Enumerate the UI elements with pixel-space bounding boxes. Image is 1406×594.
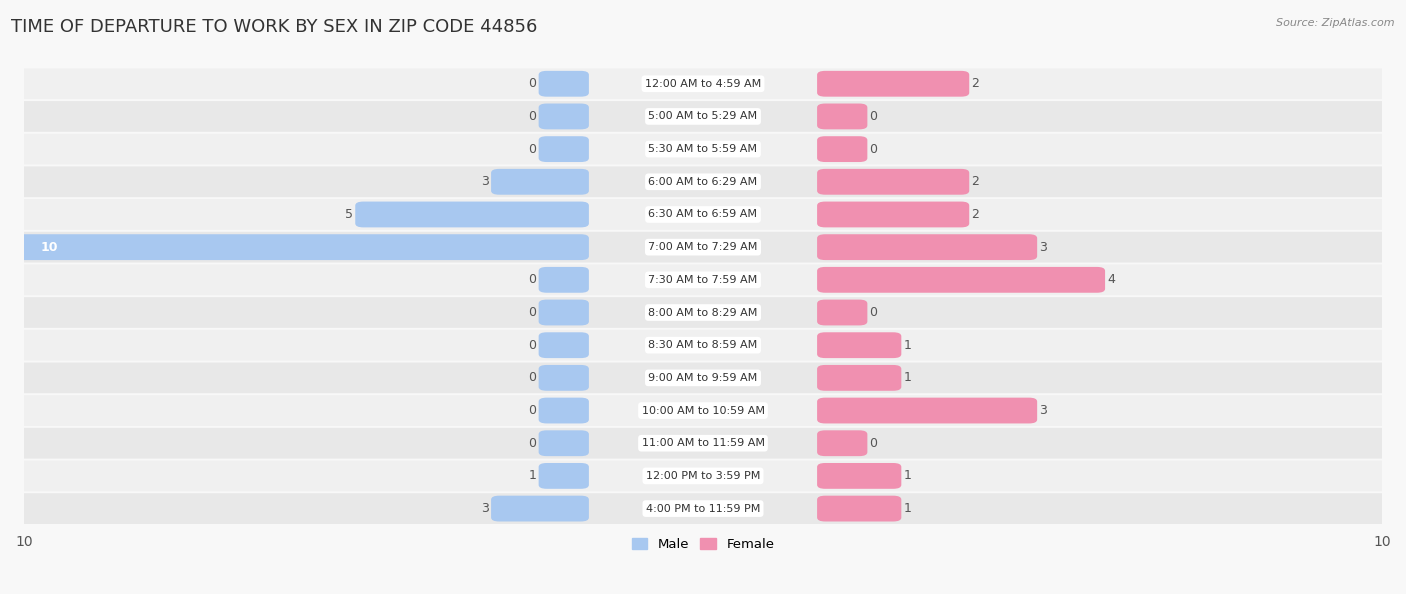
Text: 10:00 AM to 10:59 AM: 10:00 AM to 10:59 AM: [641, 406, 765, 416]
FancyBboxPatch shape: [817, 234, 1038, 260]
Text: 0: 0: [869, 110, 877, 123]
Text: 0: 0: [529, 437, 537, 450]
FancyBboxPatch shape: [538, 397, 589, 424]
Text: 7:30 AM to 7:59 AM: 7:30 AM to 7:59 AM: [648, 275, 758, 285]
Text: 9:00 AM to 9:59 AM: 9:00 AM to 9:59 AM: [648, 373, 758, 383]
FancyBboxPatch shape: [0, 166, 1406, 197]
FancyBboxPatch shape: [817, 201, 969, 228]
FancyBboxPatch shape: [491, 169, 589, 195]
Text: 4: 4: [1107, 273, 1115, 286]
Text: 4:00 PM to 11:59 PM: 4:00 PM to 11:59 PM: [645, 504, 761, 514]
Text: 0: 0: [869, 306, 877, 319]
Text: 8:00 AM to 8:29 AM: 8:00 AM to 8:29 AM: [648, 308, 758, 318]
Text: 1: 1: [904, 371, 911, 384]
FancyBboxPatch shape: [0, 428, 1406, 459]
FancyBboxPatch shape: [817, 71, 969, 97]
FancyBboxPatch shape: [817, 299, 868, 326]
FancyBboxPatch shape: [538, 103, 589, 129]
FancyBboxPatch shape: [817, 463, 901, 489]
Text: 7:00 AM to 7:29 AM: 7:00 AM to 7:29 AM: [648, 242, 758, 252]
Text: 3: 3: [481, 175, 489, 188]
FancyBboxPatch shape: [15, 234, 589, 260]
Text: 1: 1: [904, 502, 911, 515]
Text: 6:30 AM to 6:59 AM: 6:30 AM to 6:59 AM: [648, 210, 758, 219]
Text: 3: 3: [1039, 241, 1047, 254]
Text: 3: 3: [481, 502, 489, 515]
FancyBboxPatch shape: [817, 332, 901, 358]
FancyBboxPatch shape: [538, 136, 589, 162]
FancyBboxPatch shape: [0, 232, 1406, 263]
Text: 5: 5: [346, 208, 353, 221]
FancyBboxPatch shape: [817, 495, 901, 522]
Text: 2: 2: [972, 208, 979, 221]
FancyBboxPatch shape: [817, 136, 868, 162]
Text: 3: 3: [1039, 404, 1047, 417]
Text: 5:00 AM to 5:29 AM: 5:00 AM to 5:29 AM: [648, 112, 758, 121]
Text: TIME OF DEPARTURE TO WORK BY SEX IN ZIP CODE 44856: TIME OF DEPARTURE TO WORK BY SEX IN ZIP …: [11, 18, 537, 36]
FancyBboxPatch shape: [817, 103, 868, 129]
FancyBboxPatch shape: [0, 297, 1406, 328]
Text: 10: 10: [41, 241, 58, 254]
Text: 1: 1: [904, 339, 911, 352]
FancyBboxPatch shape: [491, 495, 589, 522]
FancyBboxPatch shape: [817, 267, 1105, 293]
FancyBboxPatch shape: [0, 493, 1406, 524]
FancyBboxPatch shape: [0, 264, 1406, 295]
Text: 11:00 AM to 11:59 AM: 11:00 AM to 11:59 AM: [641, 438, 765, 448]
Text: 1: 1: [904, 469, 911, 482]
FancyBboxPatch shape: [356, 201, 589, 228]
Text: 2: 2: [972, 175, 979, 188]
Text: 0: 0: [529, 371, 537, 384]
FancyBboxPatch shape: [538, 365, 589, 391]
Legend: Male, Female: Male, Female: [626, 532, 780, 556]
FancyBboxPatch shape: [817, 365, 901, 391]
Text: 6:00 AM to 6:29 AM: 6:00 AM to 6:29 AM: [648, 177, 758, 187]
FancyBboxPatch shape: [538, 463, 589, 489]
Text: 2: 2: [972, 77, 979, 90]
FancyBboxPatch shape: [538, 267, 589, 293]
Text: 0: 0: [529, 77, 537, 90]
Text: 0: 0: [529, 404, 537, 417]
Text: Source: ZipAtlas.com: Source: ZipAtlas.com: [1277, 18, 1395, 28]
Text: 0: 0: [529, 339, 537, 352]
FancyBboxPatch shape: [0, 460, 1406, 491]
FancyBboxPatch shape: [0, 199, 1406, 230]
Text: 5:30 AM to 5:59 AM: 5:30 AM to 5:59 AM: [648, 144, 758, 154]
Text: 1: 1: [529, 469, 537, 482]
FancyBboxPatch shape: [0, 101, 1406, 132]
FancyBboxPatch shape: [538, 332, 589, 358]
FancyBboxPatch shape: [538, 71, 589, 97]
FancyBboxPatch shape: [817, 430, 868, 456]
FancyBboxPatch shape: [0, 68, 1406, 99]
Text: 0: 0: [529, 306, 537, 319]
Text: 0: 0: [529, 273, 537, 286]
FancyBboxPatch shape: [817, 169, 969, 195]
Text: 0: 0: [529, 110, 537, 123]
FancyBboxPatch shape: [0, 395, 1406, 426]
FancyBboxPatch shape: [0, 330, 1406, 361]
Text: 12:00 AM to 4:59 AM: 12:00 AM to 4:59 AM: [645, 79, 761, 89]
Text: 12:00 PM to 3:59 PM: 12:00 PM to 3:59 PM: [645, 471, 761, 481]
FancyBboxPatch shape: [0, 362, 1406, 393]
Text: 0: 0: [529, 143, 537, 156]
Text: 0: 0: [869, 437, 877, 450]
FancyBboxPatch shape: [538, 430, 589, 456]
Text: 0: 0: [869, 143, 877, 156]
FancyBboxPatch shape: [538, 299, 589, 326]
FancyBboxPatch shape: [817, 397, 1038, 424]
Text: 8:30 AM to 8:59 AM: 8:30 AM to 8:59 AM: [648, 340, 758, 350]
FancyBboxPatch shape: [0, 134, 1406, 165]
